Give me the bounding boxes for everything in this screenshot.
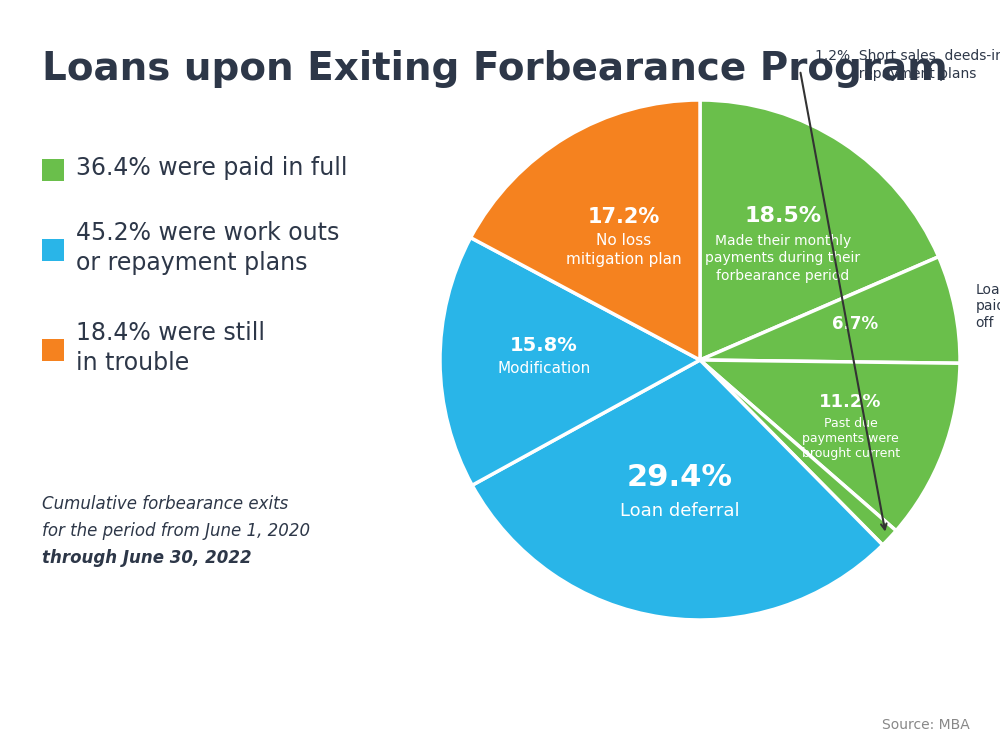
Text: Made their monthly
payments during their
forbearance period: Made their monthly payments during their… (705, 234, 860, 283)
Wedge shape (471, 100, 700, 360)
Wedge shape (700, 256, 960, 363)
Wedge shape (700, 360, 960, 531)
Bar (42, 239, 64, 261)
Text: Source: MBA: Source: MBA (882, 718, 970, 732)
Text: for the period from June 1, 2020: for the period from June 1, 2020 (42, 522, 310, 540)
Text: Loan deferral: Loan deferral (620, 502, 739, 520)
Bar (42, 339, 64, 361)
Text: Past due
payments were
brought current: Past due payments were brought current (802, 418, 900, 460)
Text: 45.2% were work outs
or repayment plans: 45.2% were work outs or repayment plans (76, 220, 339, 275)
Text: Loan
paid
off: Loan paid off (976, 283, 1000, 329)
Text: Cumulative forbearance exits: Cumulative forbearance exits (42, 495, 288, 513)
Text: Modification: Modification (497, 361, 591, 376)
Wedge shape (700, 100, 939, 360)
Text: 18.5%: 18.5% (744, 206, 821, 226)
Wedge shape (700, 360, 896, 545)
Wedge shape (472, 360, 883, 620)
Text: 11.2%: 11.2% (819, 394, 882, 412)
Text: 29.4%: 29.4% (626, 463, 732, 491)
Bar (42, 159, 64, 181)
Wedge shape (440, 238, 700, 485)
Text: No loss
mitigation plan: No loss mitigation plan (566, 233, 682, 266)
Text: 15.8%: 15.8% (510, 336, 578, 355)
Text: through June 30, 2022: through June 30, 2022 (42, 549, 252, 567)
Text: 18.4% were still
in trouble: 18.4% were still in trouble (76, 321, 265, 375)
Text: 1.2%  Short sales, deeds-in-lieu,
          repayment plans: 1.2% Short sales, deeds-in-lieu, repayme… (815, 50, 1000, 81)
Text: 6.7%: 6.7% (832, 315, 878, 333)
Text: 17.2%: 17.2% (588, 207, 660, 227)
Text: Loans upon Exiting Forbearance Program: Loans upon Exiting Forbearance Program (42, 50, 948, 88)
Text: 36.4% were paid in full: 36.4% were paid in full (76, 156, 348, 180)
